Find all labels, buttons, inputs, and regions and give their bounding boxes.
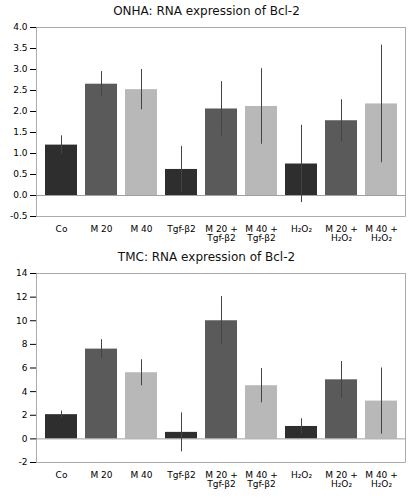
svg-text:3.0: 3.0 [13,64,28,74]
svg-text:M 20: M 20 [90,470,112,480]
svg-text:M 40 +Tgf-β2: M 40 +Tgf-β2 [245,470,277,489]
html-text:ONHA: RNA expression of Bcl-2: ONHA: RNA expression of Bcl-2 [113,4,300,18]
svg-text:4: 4 [22,387,28,397]
svg-text:M 40 +H₂O₂: M 40 +H₂O₂ [365,470,397,489]
svg-text:12: 12 [16,292,27,302]
svg-text:-0.5: -0.5 [10,211,28,221]
svg-text:0.5: 0.5 [13,169,27,179]
svg-text:1.0: 1.0 [13,148,28,158]
svg-text:2: 2 [22,410,28,420]
svg-text:M 20 +Tgf-β2: M 20 +Tgf-β2 [205,470,237,489]
svg-text:M 40 +H₂O₂: M 40 +H₂O₂ [365,224,397,243]
svg-text:Co: Co [56,224,68,234]
svg-text:6: 6 [22,363,28,373]
svg-text:2.0: 2.0 [13,106,28,116]
svg-text:H₂O₂: H₂O₂ [291,470,312,480]
svg-text:-2: -2 [19,457,28,467]
svg-text:Tgf-β2: Tgf-β2 [166,470,196,480]
svg-text:Tgf-β2: Tgf-β2 [166,224,196,234]
svg-text:4.0: 4.0 [13,22,28,32]
svg-text:M 40: M 40 [130,470,152,480]
svg-text:Co: Co [56,470,68,480]
svg-text:M 40: M 40 [130,224,152,234]
svg-text:M 20 +H₂O₂: M 20 +H₂O₂ [325,470,357,489]
svg-text:8: 8 [22,339,28,349]
html-text:TMC: RNA expression of Bcl-2: TMC: RNA expression of Bcl-2 [117,250,296,264]
svg-text:0: 0 [22,434,28,444]
svg-text:M 20: M 20 [90,224,112,234]
svg-text:M 20 +H₂O₂: M 20 +H₂O₂ [325,224,357,243]
svg-text:0.0: 0.0 [13,190,28,200]
svg-text:1.5: 1.5 [13,127,27,137]
svg-text:2.5: 2.5 [13,85,27,95]
svg-text:M 40 +Tgf-β2: M 40 +Tgf-β2 [245,224,277,243]
svg-text:14: 14 [16,268,28,278]
svg-text:H₂O₂: H₂O₂ [291,224,312,234]
svg-text:M 20 +Tgf-β2: M 20 +Tgf-β2 [205,224,237,243]
svg-text:3.5: 3.5 [13,43,27,53]
svg-text:10: 10 [16,316,28,326]
